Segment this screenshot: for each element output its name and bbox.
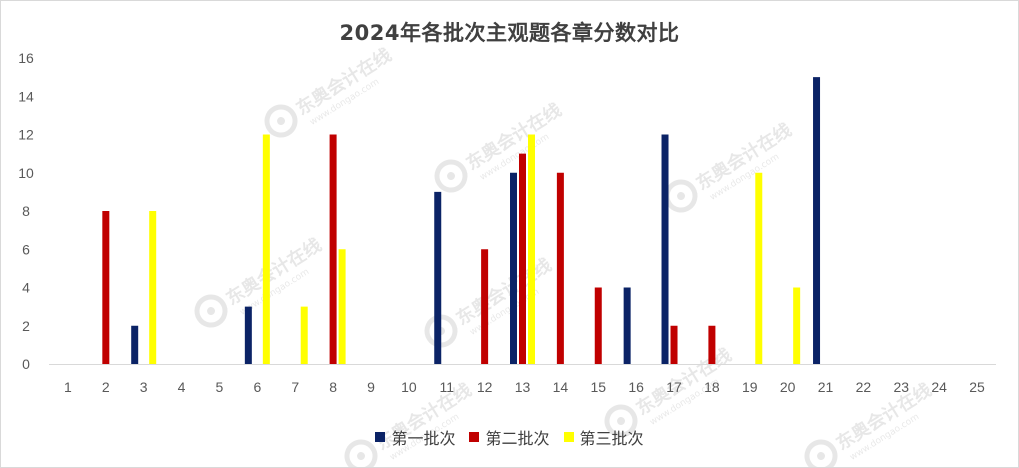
bar-第三批次-8: [338, 249, 346, 364]
x-tick-label: 2: [102, 379, 110, 395]
y-tick-label: 0: [22, 356, 30, 372]
bar-第二批次-15: [594, 287, 602, 364]
x-tick-label: 21: [818, 379, 834, 395]
chart-legend: 第一批次 第二批次 第三批次: [1, 425, 1018, 449]
y-axis: 0 2 4 6 8 10 12 14 16: [18, 50, 34, 372]
x-tick-label: 12: [477, 379, 493, 395]
bars-layer: [102, 77, 821, 364]
legend-swatch: [563, 432, 574, 442]
bar-第一批次-11: [434, 191, 442, 364]
x-tick-label: 1: [64, 379, 72, 395]
bar-第一批次-13: [510, 172, 517, 364]
bar-第三批次-20: [793, 287, 801, 364]
x-tick-label: 13: [515, 379, 531, 395]
x-tick-label: 19: [742, 379, 758, 395]
bar-第二批次-17: [670, 325, 678, 364]
x-tick-label: 11: [439, 379, 454, 395]
bar-第三批次-13: [528, 134, 535, 364]
bar-第三批次-19: [755, 172, 763, 364]
bar-第二批次-13: [519, 153, 526, 364]
legend-label: 第三批次: [579, 429, 644, 448]
x-tick-label: 14: [553, 379, 569, 395]
bar-第二批次-2: [102, 211, 110, 364]
bar-第二批次-14: [556, 172, 564, 364]
y-tick-label: 16: [18, 50, 34, 66]
legend-item: 第三批次: [563, 425, 644, 449]
x-tick-label: 5: [216, 379, 224, 395]
bar-第一批次-17: [661, 134, 669, 364]
legend-swatch: [469, 432, 480, 442]
y-tick-label: 4: [22, 280, 30, 296]
x-tick-label: 7: [291, 379, 299, 395]
x-tick-label: 4: [178, 379, 186, 395]
x-tick-label: 3: [140, 379, 148, 395]
x-tick-label: 15: [590, 379, 606, 395]
y-tick-label: 8: [22, 203, 30, 219]
x-tick-label: 8: [329, 379, 337, 395]
legend-label: 第一批次: [391, 429, 456, 448]
bar-第一批次-3: [131, 325, 139, 364]
y-tick-label: 14: [18, 88, 34, 104]
bar-第三批次-7: [300, 306, 308, 364]
x-tick-label: 24: [931, 379, 947, 395]
x-tick-label: 6: [253, 379, 261, 395]
chart-title: 2024年各批次主观题各章分数对比: [339, 21, 680, 45]
x-tick-label: 22: [856, 379, 872, 395]
bar-第一批次-21: [813, 77, 821, 364]
x-tick-label: 23: [894, 379, 910, 395]
x-tick-label: 18: [704, 379, 720, 395]
bar-第三批次-3: [149, 211, 157, 364]
x-tick-label: 9: [367, 379, 375, 395]
legend-swatch: [375, 432, 386, 442]
bar-第一批次-6: [244, 306, 252, 364]
y-tick-label: 10: [18, 165, 34, 181]
bar-第一批次-16: [623, 287, 631, 364]
legend-item: 第一批次: [375, 425, 455, 449]
bar-第三批次-6: [262, 134, 270, 364]
legend-label: 第二批次: [485, 429, 550, 448]
y-tick-label: 6: [22, 241, 30, 257]
x-tick-label: 20: [780, 379, 796, 395]
bar-第二批次-8: [329, 134, 337, 364]
y-tick-label: 2: [22, 318, 30, 334]
y-tick-label: 12: [18, 127, 34, 143]
x-tick-label: 25: [969, 379, 985, 395]
legend-item: 第二批次: [469, 425, 550, 449]
bar-第二批次-12: [481, 249, 489, 364]
x-tick-label: 10: [401, 379, 417, 395]
x-axis: 1 2 3 4 5 6 7 8 9 10 11 12 13 14 15 16 17 18 19 20 21 22 23 24 2…: [49, 364, 996, 395]
x-tick-label: 17: [666, 379, 682, 395]
x-tick-label: 16: [628, 379, 644, 395]
bar-第二批次-18: [708, 325, 716, 364]
